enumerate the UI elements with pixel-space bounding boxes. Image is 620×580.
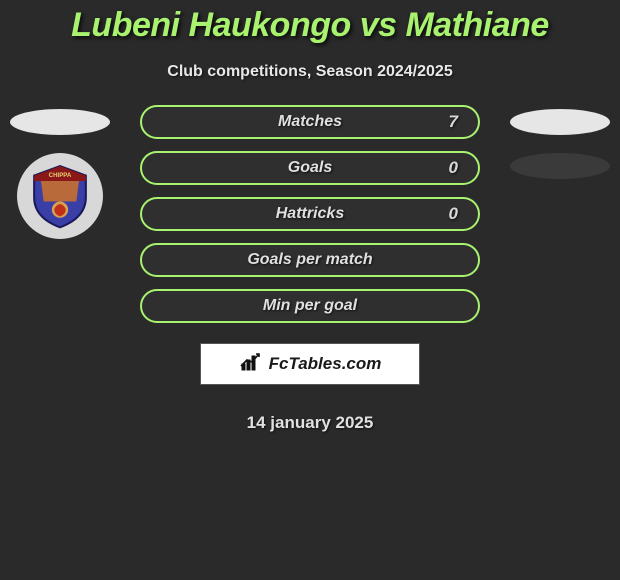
club-crest-icon: CHIPPA [26,162,94,230]
stats-column: Matches 7 Goals 0 Hattricks 0 Goals per … [120,105,500,433]
page-subtitle: Club competitions, Season 2024/2025 [0,63,620,81]
stat-value: 0 [449,204,458,224]
stat-min-per-goal: Min per goal [140,289,480,323]
svg-text:CHIPPA: CHIPPA [49,172,72,179]
stat-value: 0 [449,158,458,178]
chart-icon [239,352,263,377]
main-layout: CHIPPA Matches 7 Goals 0 Hattricks 0 Goa… [0,105,620,433]
stat-label: Goals per match [247,251,372,269]
date-text: 14 january 2025 [247,413,374,433]
brand-box[interactable]: FcTables.com [200,343,420,385]
stat-goals: Goals 0 [140,151,480,185]
stat-label: Min per goal [263,297,357,315]
stat-label: Matches [278,113,342,131]
stat-label: Hattricks [276,205,344,223]
player1-club-badge: CHIPPA [17,153,103,239]
player2-ellipse [510,109,610,135]
stat-value: 7 [449,112,458,132]
left-side: CHIPPA [0,105,120,239]
stat-matches: Matches 7 [140,105,480,139]
player2-club-ellipse [510,153,610,179]
player1-ellipse [10,109,110,135]
stat-label: Goals [288,159,332,177]
page-title: Lubeni Haukongo vs Mathiane [0,0,620,45]
brand-text: FcTables.com [269,354,382,374]
stat-goals-per-match: Goals per match [140,243,480,277]
right-side [500,105,620,179]
stat-hattricks: Hattricks 0 [140,197,480,231]
